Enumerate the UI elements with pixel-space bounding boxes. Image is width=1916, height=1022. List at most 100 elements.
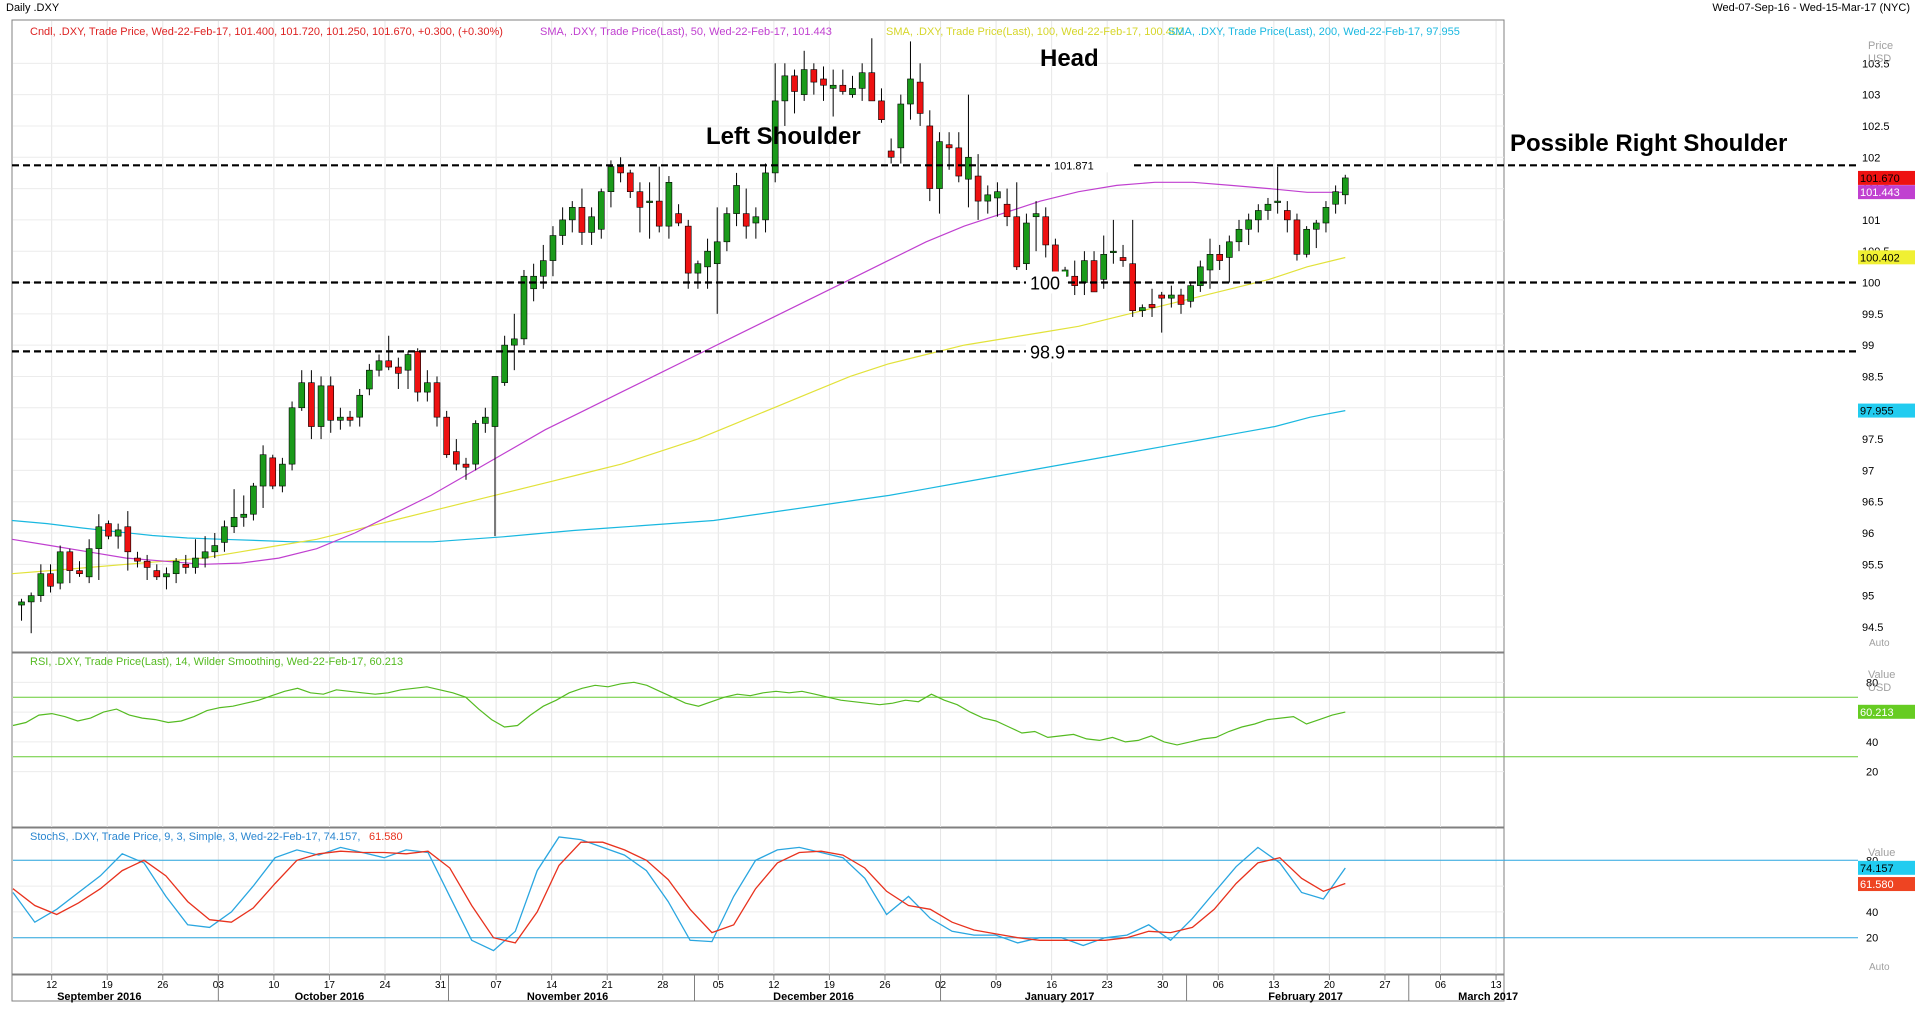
candle-body <box>76 570 83 575</box>
stoch-d-tag-bg <box>1858 877 1915 892</box>
candle-body <box>298 382 306 409</box>
candle-body <box>404 354 412 371</box>
candle-body <box>1226 241 1233 258</box>
candle-body <box>395 366 402 374</box>
x-tick-label: 07 <box>491 980 503 991</box>
stoch-k-tag: 74.157 <box>1860 863 1894 875</box>
candle-body <box>279 463 286 487</box>
candle-body <box>163 573 170 578</box>
price-tick-label: 103.5 <box>1862 58 1890 70</box>
candle-body <box>1341 177 1349 196</box>
month-label: January 2017 <box>1025 991 1095 1003</box>
level-label: 100 <box>1030 274 1060 294</box>
candle-body <box>887 150 895 158</box>
annotation-head: Head <box>1040 45 1099 72</box>
price-axis-unit: USD <box>1868 53 1891 65</box>
month-label: September 2016 <box>57 991 141 1003</box>
candle-body <box>501 344 508 384</box>
candle-body <box>617 166 624 174</box>
sma50-line <box>11 181 1346 565</box>
candle-body <box>781 75 789 102</box>
x-tick-label: 12 <box>46 980 58 991</box>
sma200-line <box>11 410 1346 543</box>
x-tick-label: 30 <box>1157 980 1169 991</box>
candle-body <box>366 369 373 390</box>
candle-body <box>134 557 141 562</box>
candle-body <box>172 560 180 575</box>
candle-body <box>414 351 421 393</box>
x-tick-label: 06 <box>1435 980 1447 991</box>
candle-body <box>201 551 209 559</box>
month-label: December 2016 <box>773 991 854 1003</box>
candle-body <box>955 147 963 177</box>
candle-body <box>1003 203 1011 218</box>
candle-body <box>742 213 750 227</box>
candle-body <box>356 394 364 418</box>
price-tick-label: 97.5 <box>1862 434 1883 446</box>
annotation-right-shoulder: Possible Right Shoulder <box>1510 130 1787 157</box>
candle-body <box>723 213 731 243</box>
candle-body <box>511 338 518 346</box>
stoch-axis-title: Value <box>1868 847 1895 859</box>
candle-body <box>230 517 238 528</box>
candle-body <box>607 166 615 192</box>
x-tick-label: 16 <box>1046 980 1058 991</box>
candle-body <box>1110 250 1117 253</box>
candle-body <box>762 172 769 221</box>
candle-body <box>675 213 682 224</box>
candle-body <box>1100 254 1108 280</box>
level-label: 98.9 <box>1030 342 1065 362</box>
sma100-line <box>11 256 1346 575</box>
candle-body <box>221 526 228 543</box>
candle-body <box>1081 260 1088 283</box>
price-tick-label: 99.5 <box>1862 309 1883 321</box>
candle-body <box>211 545 219 553</box>
candle-body <box>878 100 885 120</box>
candle-body <box>453 451 460 465</box>
candle-body <box>907 78 914 105</box>
candle-body <box>694 263 702 274</box>
candle-body <box>1216 254 1223 261</box>
price-tick-label: 100 <box>1862 278 1880 290</box>
price-tick-label: 94.5 <box>1862 622 1883 634</box>
candle-body <box>1303 228 1310 255</box>
level-label-bg <box>1026 340 1066 363</box>
candle-body <box>916 81 924 114</box>
candle-body <box>1042 216 1050 246</box>
legend-stoch: StochS, .DXY, Trade Price, 9, 3, Simple,… <box>30 831 360 843</box>
candle-body <box>791 75 798 92</box>
last-price-tag: 101.670 <box>1860 173 1900 185</box>
price-tick-label: 96 <box>1862 528 1874 540</box>
rsi-axis-title: Value <box>1868 669 1895 681</box>
candle-body <box>95 526 103 549</box>
candle-body <box>1293 219 1301 255</box>
candle-body <box>482 416 489 424</box>
candle-body <box>646 200 653 203</box>
candle-body <box>288 407 296 465</box>
x-tick-label: 12 <box>768 980 780 991</box>
candle-body <box>974 175 982 202</box>
candle-body <box>182 564 190 568</box>
rsi-axis-unit: USD <box>1868 682 1891 694</box>
candle-body <box>250 485 257 515</box>
candle-body <box>626 172 634 192</box>
level-label: 101.871 <box>1054 160 1094 172</box>
candle-body <box>327 385 335 421</box>
chart-title: Daily .DXY <box>6 2 60 14</box>
stoch-d-line <box>12 841 1346 944</box>
candle-body <box>926 125 934 189</box>
stoch-tick-label: 20 <box>1866 933 1878 945</box>
stoch-tick-label: 40 <box>1866 907 1878 919</box>
candle-body <box>597 191 605 230</box>
candle-body <box>56 551 64 584</box>
candle-body <box>733 185 740 214</box>
candle-body <box>1032 213 1040 218</box>
candle-body <box>337 416 344 421</box>
candle-body <box>1245 219 1252 230</box>
candle-body <box>1274 200 1281 203</box>
candle-body <box>124 526 132 553</box>
rsi-line <box>12 681 1346 746</box>
price-tick-label: 96.5 <box>1862 497 1883 509</box>
candle-body <box>47 573 54 587</box>
